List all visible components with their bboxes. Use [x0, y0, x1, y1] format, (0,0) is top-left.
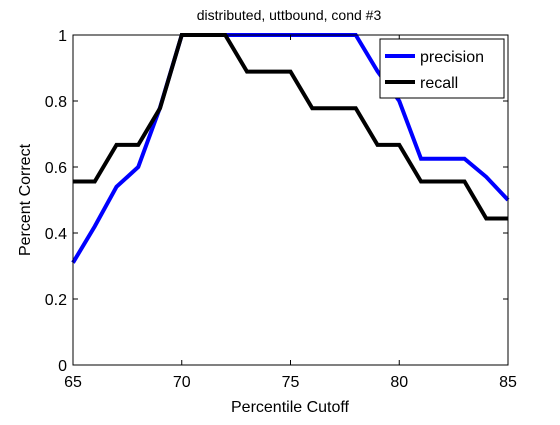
x-tick-label: 85 [499, 374, 517, 391]
legend-label-precision: precision [420, 49, 484, 66]
legend-box [379, 38, 505, 99]
chart-title: distributed, uttbound, cond #3 [197, 7, 382, 23]
ticks-layer: 65 70 75 80 85 0 0.2 0.4 0.6 0.8 1 [45, 28, 517, 391]
x-tick-label: 70 [173, 374, 191, 391]
series-line-recall [73, 33, 508, 221]
legend-label-recall: recall [420, 75, 458, 92]
x-tick-label: 80 [390, 374, 408, 391]
y-tick-label: 1 [58, 28, 67, 45]
legend: precision recall [379, 38, 505, 99]
plot-border [72, 34, 509, 366]
y-tick-label: 0.6 [45, 160, 67, 177]
y-tick-label: 0.8 [45, 94, 67, 111]
y-axis-label: Percent Correct [17, 143, 34, 256]
x-tick-label: 65 [64, 374, 82, 391]
y-tick-label: 0 [58, 358, 67, 375]
y-tick-label: 0.4 [45, 226, 67, 243]
x-axis-label: Percentile Cutoff [231, 399, 350, 416]
x-tick-label: 75 [282, 374, 300, 391]
y-tick-label: 0.2 [45, 292, 67, 309]
